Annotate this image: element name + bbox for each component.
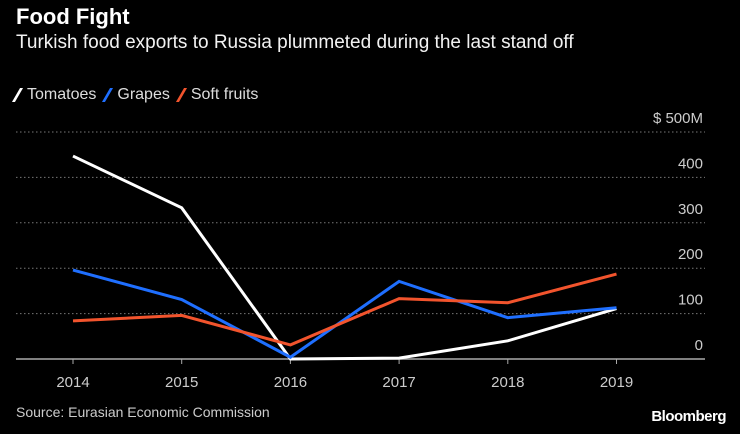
y-tick-label: 200 bbox=[678, 246, 703, 263]
legend-label: Grapes bbox=[117, 86, 170, 103]
y-tick-label: 0 bbox=[695, 337, 703, 354]
x-tick-label: 2014 bbox=[56, 374, 89, 391]
legend-label: Soft fruits bbox=[190, 86, 259, 103]
series-line-soft-fruits bbox=[72, 272, 617, 347]
legend-label: Tomatoes bbox=[27, 86, 97, 103]
bloomberg-logo: Bloomberg bbox=[651, 408, 726, 425]
legend-item-soft-fruits: Soft fruits bbox=[175, 86, 259, 104]
series-line-tomatoes bbox=[72, 154, 617, 361]
x-tick-label: 2016 bbox=[274, 374, 307, 391]
series-line-grapes bbox=[72, 268, 617, 359]
y-tick-label: 100 bbox=[678, 292, 703, 309]
chart-subtitle: Turkish food exports to Russia plummeted… bbox=[16, 32, 574, 53]
y-tick-label: $ 500M bbox=[653, 110, 703, 127]
legend: Tomatoes Grapes Soft fruits bbox=[11, 86, 259, 104]
x-tick-label: 2019 bbox=[600, 374, 633, 391]
x-tick-label: 2015 bbox=[165, 374, 198, 391]
source-note: Source: Eurasian Economic Commission bbox=[16, 404, 270, 420]
x-tick-label: 2017 bbox=[382, 374, 415, 391]
legend-item-grapes: Grapes bbox=[102, 86, 170, 104]
chart-title: Food Fight bbox=[16, 4, 130, 29]
x-tick-label: 2018 bbox=[491, 374, 524, 391]
y-tick-label: 300 bbox=[678, 201, 703, 218]
legend-item-tomatoes: Tomatoes bbox=[11, 86, 97, 104]
y-tick-label: 400 bbox=[678, 155, 703, 172]
